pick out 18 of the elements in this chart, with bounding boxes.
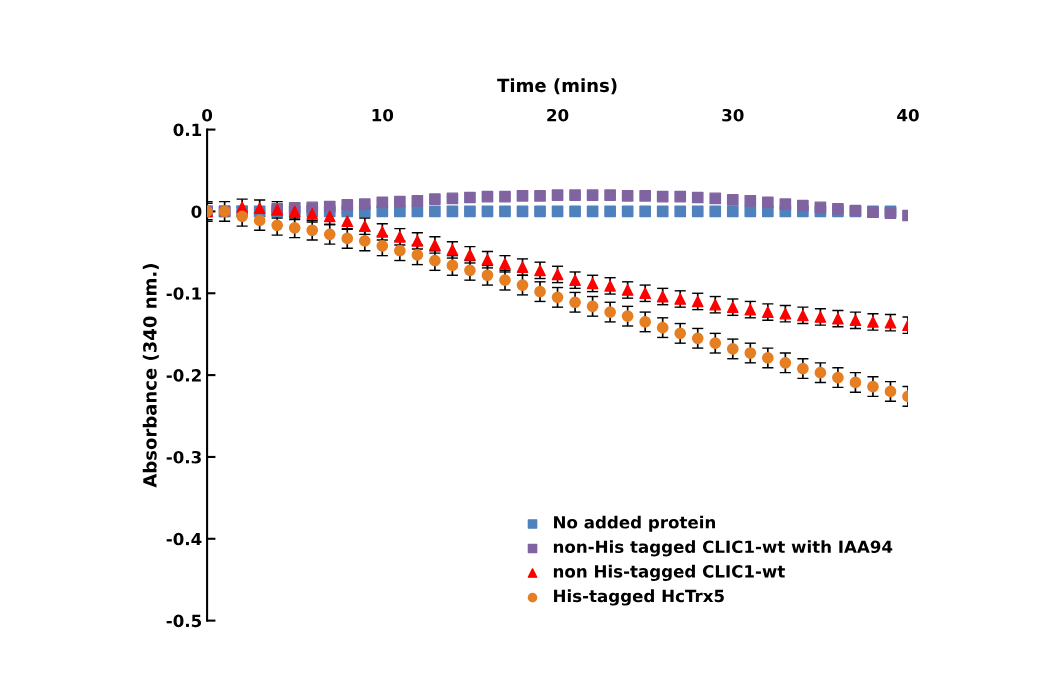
y-tick-label: -0.3 (166, 450, 201, 464)
legend-label: non-His tagged CLIC1-wt with IAA94 (553, 540, 893, 557)
legend-label: No added protein (554, 515, 716, 532)
x-tick-label: 10 (372, 108, 394, 122)
x-tick-label: 20 (547, 108, 569, 122)
legend-label: His-tagged HcTrx5 (554, 589, 724, 606)
y-tick-label: 0 (191, 205, 202, 218)
x-tick-label: 40 (897, 108, 919, 122)
y-tick-label: -0.1 (166, 287, 202, 300)
y-tick-label: -0.2 (166, 369, 201, 382)
y-tick-label: -0.5 (166, 614, 202, 628)
x-axis-title: Time (mins) (497, 78, 617, 95)
y-tick-label: 0.1 (173, 123, 202, 137)
y-tick-label: -0.4 (166, 532, 202, 546)
x-tick-label: 0 (202, 108, 213, 122)
legend-label: non His-tagged CLIC1-wt (553, 564, 785, 582)
x-tick-label: 30 (722, 108, 744, 122)
y-axis-title: Absorbance (340 nm.) (142, 264, 159, 488)
